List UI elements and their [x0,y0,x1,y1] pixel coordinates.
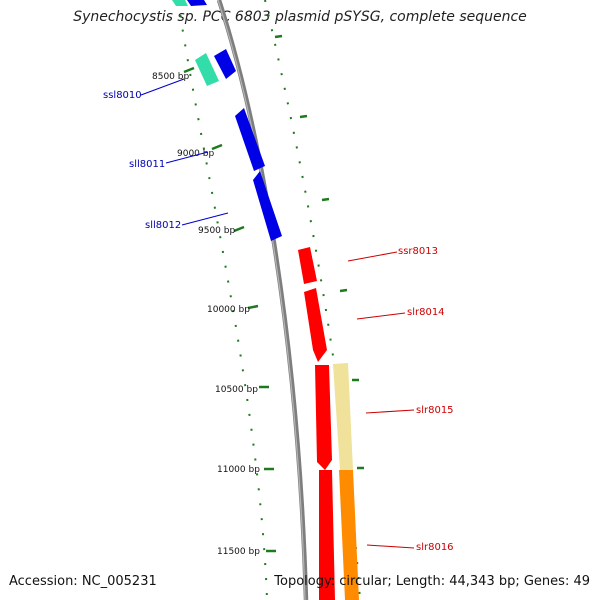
gene-slr8015-arrow [315,365,332,470]
gene-label-ssr8013: ssr8013 [398,246,438,257]
forward-gene-labels: ssr8013 slr8014 slr8015 slr8016 [398,246,454,553]
reverse-gene-labels: ssl8010 sll8011 sll8012 [103,90,181,231]
gene-sll8011-arrow [235,108,265,171]
top-cropped-blue-feature [187,0,207,6]
gene-slr8016-arrow [319,470,335,600]
scale-label: 10000 bp [207,305,250,315]
forward-gene-leaders [347,251,415,549]
inner-major-ticks [183,66,276,553]
gene-label-ssl8010: ssl8010 [103,90,142,101]
scale-label: 8500 bp [152,72,189,82]
gene-label-sll8011: sll8011 [129,159,165,170]
gene-label-slr8015: slr8015 [416,405,454,416]
topology-summary: Topology: circular; Length: 44,343 bp; G… [274,574,590,589]
scale-label: 9500 bp [198,226,235,236]
gene-slr8014-arrow [304,288,327,362]
scale-label: 11000 bp [217,465,260,475]
reverse-gene-leaders [140,78,229,226]
reverse-strand-genes [172,0,282,241]
outer-major-ticks [274,34,364,470]
scale-labels: 8500 bp 9000 bp 9500 bp 10000 bp 10500 b… [152,72,260,557]
map-title: Synechocystis sp. PCC 6803 plasmid pSYSG… [73,9,527,25]
scale-label: 10500 bp [215,385,258,395]
scale-label: 9000 bp [177,149,214,159]
teal-feature-8010 [195,53,219,86]
gene-sll8012-arrow [253,171,282,241]
yellow-feature-8015 [333,363,353,470]
inner-ruler [177,0,268,600]
gene-label-slr8014: slr8014 [407,307,445,318]
gene-label-sll8012: sll8012 [145,220,181,231]
gene-label-slr8016: slr8016 [416,542,454,553]
orange-feature-8016 [339,470,359,600]
accession-label: Accession: NC_005231 [9,574,157,589]
forward-strand-genes [298,247,359,600]
plasmid-backbone [216,0,309,600]
gene-ssl8010-arrow [214,49,236,79]
gene-ssr8013-arrow [298,247,317,284]
scale-label: 11500 bp [217,547,260,557]
top-cropped-teal-feature [172,0,188,6]
